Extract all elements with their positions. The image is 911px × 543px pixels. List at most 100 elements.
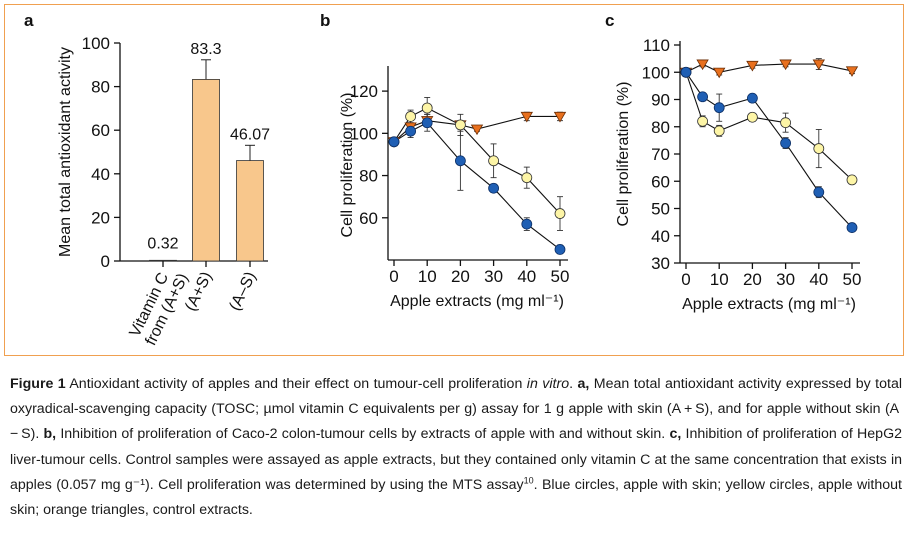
x-category-label: (A–S) [226,269,259,313]
data-point-triangle [713,67,726,79]
x-tick-label: 20 [451,267,470,286]
y-tick-label: 60 [651,172,670,191]
data-point-blue [405,125,417,137]
caption-b-label: b, [43,426,57,443]
y-tick-label: 40 [651,227,670,246]
data-point-triangle [696,59,709,71]
data-point-triangle [779,59,792,71]
data-point-yellow [713,125,725,137]
data-point-blue [421,117,433,129]
data-point-yellow [747,111,758,123]
x-axis-label: Apple extracts (mg ml⁻¹) [390,293,564,310]
data-point-blue [554,244,566,255]
x-tick-label: 50 [843,270,862,289]
caption-b-text: Inhibition of proliferation of Caco-2 co… [56,426,670,443]
panel-c-line-chart: c 30 40 50 60 70 80 90 100 110 0 10 20 30 40 50 Apple ex… [605,11,861,313]
data-point-yellow [846,174,858,186]
data-point-blue [488,182,500,194]
data-point-yellow [454,119,466,131]
x-tick-label: 40 [517,267,536,286]
y-tick-label: 80 [359,167,378,186]
data-point-blue [747,92,758,104]
caption-c-text: Inhibition of proliferation of HepG2 liv… [10,426,902,493]
y-tick-label: 100 [642,63,670,82]
data-point-blue [697,91,708,103]
y-tick-label: 80 [651,118,670,137]
bar-value-label: 0.32 [147,235,178,252]
data-point-triangle [746,60,759,72]
caption-reference: 10 [523,475,534,486]
y-tick-label: 40 [91,165,110,184]
y-tick-label: 60 [91,121,110,140]
y-tick-label: 100 [82,34,110,53]
panel-a-bar-chart: a 0 20 40 60 80 100 Mean total antioxidant acti… [24,11,270,348]
caption-a-text: Mean total antioxidant activity expresse… [10,376,902,443]
y-tick-label: 0 [101,252,110,271]
y-tick-label: 80 [91,78,110,97]
panel-b-line-chart: b 60 80 100 120 0 10 20 30 40 50 Apple extracts (mg… [320,11,569,310]
data-point-triangle [553,111,567,123]
data-point-yellow [521,172,533,184]
figure-frame [4,4,904,356]
data-point-blue [846,222,858,233]
data-point-blue [388,136,400,148]
data-point-yellow [405,111,417,122]
y-tick-label: 20 [91,208,110,227]
x-category-label-line: (A+S) [182,269,215,314]
bar [149,259,177,262]
data-point-yellow [697,115,708,127]
caption-intro: Antioxidant activity of apples and their… [65,376,527,392]
data-point-triangle [845,66,859,77]
x-axis-label: Apple extracts (mg ml⁻¹) [682,296,856,313]
series-line-yellow [685,72,853,181]
bar-value-label: 46.07 [230,126,270,143]
caption-tail: . Blue circles, apple with skin; yellow … [10,476,902,519]
data-point-blue [713,102,725,114]
x-category-label: (A+S) [182,269,215,314]
x-tick-label: 0 [681,270,690,289]
x-tick-label: 30 [776,270,795,289]
panel-label-b: b [320,11,330,30]
x-tick-label: 50 [551,267,570,286]
bar [192,79,220,262]
series-line-blue [685,71,853,228]
panel-label-a: a [24,11,34,30]
figure-caption: Figure 1 Antioxidant activity of apples … [10,372,902,523]
y-tick-label: 90 [651,91,670,110]
bar-value-label: 83.3 [190,41,221,58]
x-category-label-line: (A–S) [226,269,259,313]
y-tick-label: 50 [651,200,670,219]
y-axis-label: Cell proliferation (%) [339,93,356,238]
x-tick-label: 10 [418,267,437,286]
y-tick-label: 70 [651,145,670,164]
data-point-yellow [421,102,433,114]
y-tick-label: 60 [359,209,378,228]
y-tick-label: 100 [350,124,378,143]
x-tick-label: 0 [389,267,398,286]
data-point-blue [454,155,466,167]
series-line-orange [685,63,853,73]
data-point-yellow [554,208,566,219]
data-point-blue [780,137,791,149]
caption-intro-end: . [569,376,578,392]
data-point-blue [521,218,533,230]
data-point-yellow [488,155,500,167]
data-point-blue [813,186,825,198]
x-tick-label: 30 [484,267,503,286]
caption-figure-label: Figure 1 [10,376,66,392]
x-tick-label: 10 [710,270,729,289]
y-axis-label: Cell proliferation (%) [615,82,632,227]
data-point-triangle [470,124,484,136]
data-point-triangle [520,111,533,123]
x-tick-label: 40 [809,270,828,289]
data-point-blue [680,66,692,78]
y-tick-label: 30 [651,254,670,273]
bar [236,160,264,262]
caption-a-label: a, [577,376,590,392]
panel-label-c: c [605,11,614,30]
data-point-yellow [813,143,825,154]
x-tick-label: 20 [743,270,762,289]
data-point-yellow [780,117,791,129]
y-axis-label: Mean total antioxidant activity [57,47,74,257]
y-tick-label: 120 [350,82,378,101]
